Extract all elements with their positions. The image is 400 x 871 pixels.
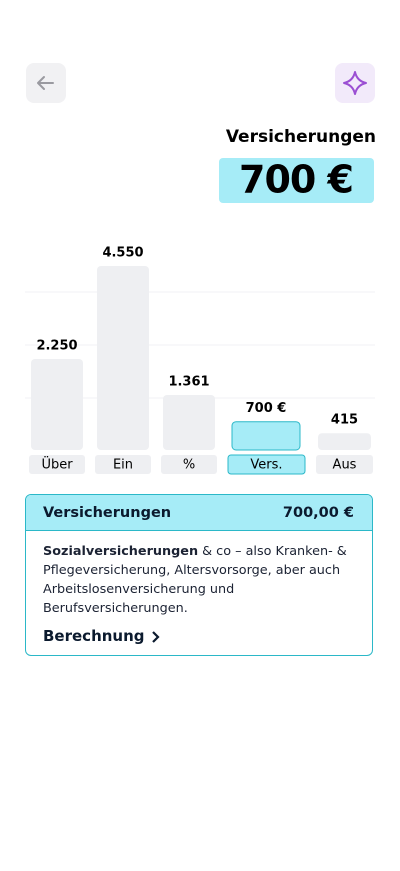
bar (231, 421, 301, 451)
category-box[interactable] (161, 455, 217, 474)
value-label: 4.550 (102, 246, 143, 261)
chevron (151, 630, 160, 643)
category-box[interactable] (29, 455, 85, 474)
card-text-bold: Sozialversicherungen (43, 544, 199, 559)
card-text: & co – also Kranken- & Pflegeversicherun… (43, 544, 347, 616)
bar (318, 433, 371, 450)
bar (163, 394, 215, 450)
link-text[interactable]: Berechnung (43, 627, 145, 645)
amount-box (219, 158, 374, 203)
card-title: Versicherungen (43, 504, 172, 521)
card-body: Sozialversicherungen & co – also Kranken… (26, 531, 372, 646)
category-box[interactable] (95, 455, 151, 474)
category-box[interactable] (316, 455, 373, 474)
card-amount: 700,00 € (282, 504, 354, 521)
bar (31, 359, 83, 450)
card-header: Versicherungen 700,00 € (26, 495, 372, 531)
ai-button[interactable] (335, 63, 375, 103)
detail-card: Versicherungen 700,00 € Sozialversicheru… (25, 494, 373, 656)
value-label: 700 € (246, 401, 287, 416)
x-tick-label[interactable]: Aus (333, 458, 357, 473)
x-tick-label[interactable]: Vers. (250, 458, 282, 473)
value-label: 1.361 (168, 374, 209, 389)
x-tick-label[interactable]: Über (41, 456, 73, 473)
value-label: 2.250 (36, 339, 77, 354)
bar (97, 266, 149, 450)
amount: 700 € (239, 158, 353, 202)
value-label: 415 (331, 413, 358, 428)
x-tick-label[interactable]: Ein (113, 458, 133, 473)
link[interactable]: Berechnung (43, 627, 355, 646)
sparkle-icon (343, 71, 367, 95)
page-title: Versicherungen (226, 127, 376, 147)
chart-area: Versicherungen 700 € 2.250 Über 4.550 Ein 1.… (25, 63, 376, 475)
back-icon (37, 76, 54, 90)
category-box[interactable] (227, 454, 306, 475)
x-tick-label[interactable]: % (183, 458, 195, 473)
